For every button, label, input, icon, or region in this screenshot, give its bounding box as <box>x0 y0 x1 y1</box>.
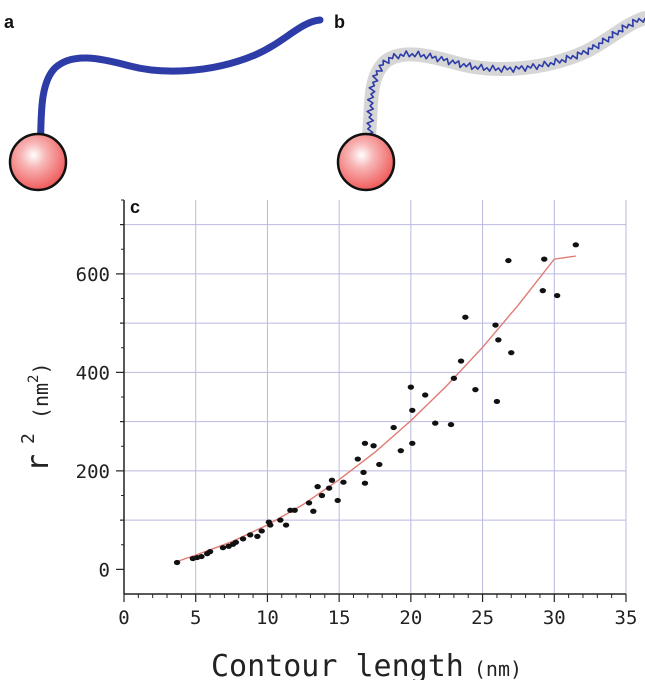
y-axis-title-main: r <box>21 454 56 472</box>
plot-grid <box>124 200 627 594</box>
data-point <box>397 448 405 454</box>
data-point <box>305 500 313 506</box>
data-point <box>457 358 465 364</box>
data-point <box>370 443 377 449</box>
data-point <box>232 539 240 545</box>
data-point <box>254 533 261 539</box>
data-point <box>206 549 214 555</box>
x-tick-label: 0 <box>118 607 129 629</box>
data-point <box>541 256 548 262</box>
polymer-strand-smooth <box>36 16 324 156</box>
data-point <box>328 477 336 483</box>
data-point <box>198 553 205 560</box>
y-axis-title-unit-post: ) <box>29 362 53 374</box>
y-axis-title-unit-sup: 2 <box>26 375 42 383</box>
data-point <box>462 314 469 320</box>
data-point <box>334 497 341 504</box>
y-axis-title-sup: 2 <box>18 433 39 444</box>
x-axis-title-unit: (nm) <box>474 657 522 680</box>
polymer-strand-jagged <box>366 17 645 136</box>
panel-a-label: a <box>4 12 15 32</box>
data-point <box>505 257 512 264</box>
plot-axes <box>116 199 627 602</box>
data-point <box>508 350 515 356</box>
x-tick-label: 5 <box>190 607 201 629</box>
y-axis-title: r2(nm2) <box>18 362 56 472</box>
data-point <box>247 532 254 538</box>
polymer-strand-halo <box>362 11 645 142</box>
data-point <box>376 461 383 468</box>
data-point <box>282 522 290 528</box>
data-point <box>291 507 298 513</box>
data-point <box>539 288 547 294</box>
data-point <box>277 517 284 523</box>
data-point <box>493 398 501 405</box>
data-point <box>219 545 227 551</box>
data-point <box>432 420 439 426</box>
data-point <box>572 242 579 248</box>
fit-curve <box>176 255 576 563</box>
x-tick-label: 15 <box>328 607 351 629</box>
data-point <box>340 479 347 485</box>
x-axis-title-main: Contour length <box>211 649 464 680</box>
data-point <box>361 440 369 446</box>
data-point <box>407 384 415 390</box>
x-tick-labels: 0 5 10 15 20 25 30 35 <box>118 607 637 629</box>
data-point <box>422 392 429 398</box>
data-point <box>267 522 274 528</box>
data-point <box>239 536 247 542</box>
panel-b-label: b <box>334 12 345 32</box>
x-tick-label: 35 <box>615 607 638 629</box>
data-point <box>472 387 479 393</box>
data-point <box>310 508 317 514</box>
y-tick-label: 200 <box>76 461 110 483</box>
data-point <box>495 337 502 343</box>
data-point <box>314 484 321 490</box>
data-point <box>409 440 416 446</box>
data-point <box>447 421 455 428</box>
data-point <box>553 292 561 299</box>
data-point <box>258 528 265 534</box>
data-point <box>325 485 333 491</box>
y-tick-label: 600 <box>76 264 110 286</box>
data-point <box>318 492 326 499</box>
y-axis-title-unit-pre: (nm <box>29 383 53 419</box>
x-tick-label: 25 <box>471 607 494 629</box>
data-point <box>450 375 458 381</box>
data-points <box>173 242 579 566</box>
data-point <box>173 559 181 566</box>
data-point <box>361 480 369 486</box>
y-tick-label: 0 <box>99 559 110 581</box>
y-tick-label: 400 <box>76 362 110 384</box>
sphere-bead-b <box>336 132 396 192</box>
data-point <box>409 407 416 413</box>
data-point <box>360 469 367 475</box>
x-tick-label: 10 <box>256 607 279 629</box>
panel-c-label: c <box>130 197 140 217</box>
x-tick-label: 20 <box>399 607 422 629</box>
x-axis-title: Contour length (nm) <box>211 649 522 680</box>
data-point <box>390 424 397 431</box>
svg-text:r2(nm2): r2(nm2) <box>18 362 56 472</box>
y-tick-labels: 0 200 400 600 <box>76 264 110 582</box>
data-point <box>354 456 361 462</box>
sphere-bead-a <box>8 132 68 192</box>
data-point <box>492 322 499 328</box>
x-tick-label: 30 <box>543 607 566 629</box>
